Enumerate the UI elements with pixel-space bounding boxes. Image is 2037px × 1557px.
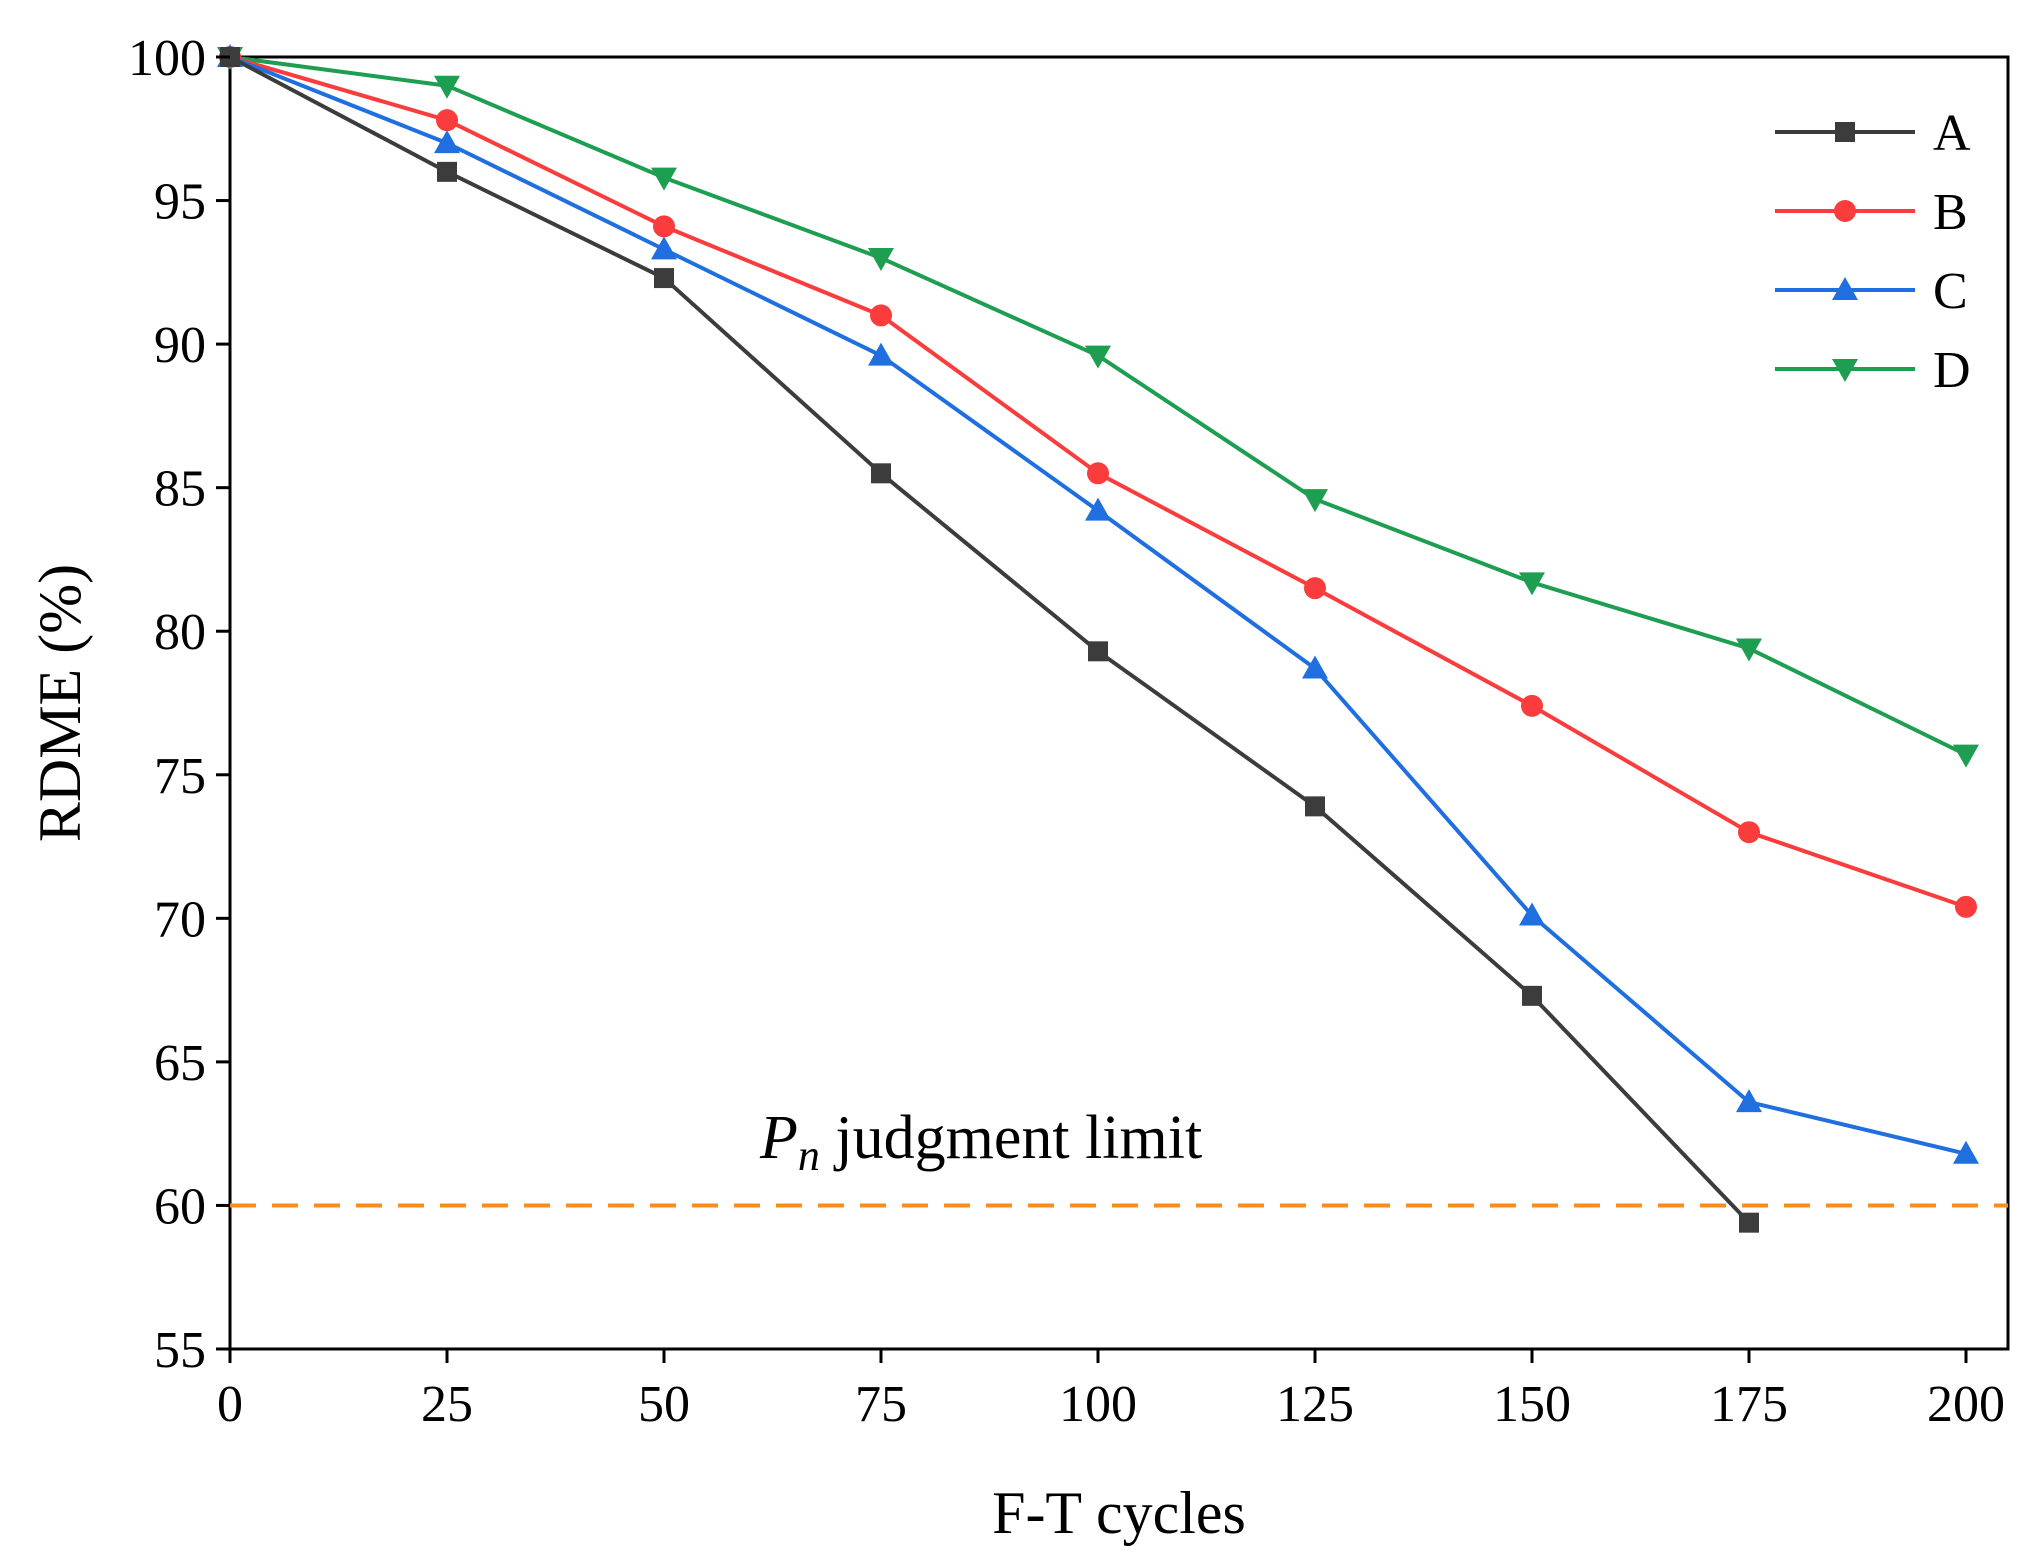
series-d-point	[1302, 489, 1328, 513]
series-d-point	[1953, 744, 1979, 768]
annotation-symbol: P	[759, 1104, 798, 1172]
x-axis-title: F-T cycles	[992, 1480, 1246, 1546]
legend-item-c: C	[1775, 263, 1968, 320]
series-b-point	[1955, 895, 1977, 918]
x-tick-label: 25	[421, 1376, 473, 1433]
series-c-line	[229, 55, 1967, 1156]
series-c-point	[1302, 655, 1328, 679]
series-c-point	[1736, 1089, 1762, 1113]
x-tick-label: 175	[1710, 1376, 1788, 1433]
series-a-point	[871, 463, 891, 484]
series-c-point	[651, 236, 677, 260]
legend-item-a: A	[1775, 105, 1971, 162]
series-b-point	[1087, 462, 1109, 485]
x-tick-label: 0	[217, 1376, 243, 1433]
series-d-point	[1736, 638, 1762, 662]
series-a-line	[229, 55, 1751, 1225]
x-tick-label: 75	[855, 1376, 907, 1433]
series-c	[217, 44, 1979, 1164]
y-tick-label: 60	[154, 1178, 206, 1235]
series-a-point	[1088, 641, 1108, 662]
y-axis-title: RDME (%)	[27, 564, 93, 842]
series-b	[219, 46, 1977, 918]
legend-marker-c	[1832, 277, 1858, 300]
series-b-point	[653, 215, 675, 238]
legend-marker-b	[1834, 200, 1856, 222]
series-d-point	[1085, 345, 1111, 369]
y-tick-label: 55	[154, 1322, 206, 1379]
legend-marker-a	[1835, 122, 1855, 142]
legend-marker-d	[1832, 359, 1858, 382]
series-c-point	[434, 130, 460, 154]
series-d-point	[651, 167, 677, 191]
annotation-text: judgment limit	[820, 1104, 1202, 1172]
annotation-subscript: n	[798, 1131, 820, 1180]
legend-label-d: D	[1933, 342, 1971, 399]
x-tick-label: 125	[1276, 1376, 1354, 1433]
legend-item-d: D	[1775, 342, 1971, 399]
y-tick-label: 80	[154, 604, 206, 661]
series-b-point	[1738, 821, 1760, 844]
x-tick-label: 200	[1927, 1376, 2005, 1433]
series-c-point	[1519, 902, 1545, 926]
series-d-point	[434, 75, 460, 99]
series-a-point	[437, 161, 457, 182]
series-c-point	[1085, 497, 1111, 521]
series-b-point	[1521, 694, 1543, 717]
series-b-point	[1304, 577, 1326, 600]
series-c-point	[1953, 1140, 1979, 1164]
y-tick-label: 95	[154, 174, 206, 231]
legend-label-a: A	[1933, 105, 1971, 162]
series-a	[220, 47, 1759, 1233]
y-tick-label: 90	[154, 317, 206, 374]
y-tick-label: 85	[154, 461, 206, 518]
annotation-label: Pn judgment limit	[759, 1104, 1202, 1180]
series-d-point	[1519, 572, 1545, 596]
series-c-point	[868, 342, 894, 366]
series-b-point	[870, 304, 892, 327]
y-tick-label: 75	[154, 748, 206, 805]
series-d-point	[868, 247, 894, 271]
x-tick-label: 100	[1059, 1376, 1137, 1433]
plot-frame	[228, 55, 2010, 1351]
series-a-point	[1522, 985, 1542, 1006]
y-tick-label: 70	[154, 891, 206, 948]
series-a-point	[1739, 1212, 1759, 1233]
legend-item-b: B	[1775, 184, 1968, 241]
series-d	[217, 47, 1979, 768]
series-a-point	[654, 268, 674, 289]
series-b-point	[436, 109, 458, 132]
legend-label-b: B	[1933, 184, 1968, 241]
x-tick-label: 150	[1493, 1376, 1571, 1433]
legend-label-c: C	[1933, 263, 1968, 320]
x-tick-label: 50	[638, 1376, 690, 1433]
series-a-point	[1305, 796, 1325, 817]
y-tick-label: 65	[154, 1035, 206, 1092]
y-tick-label: 100	[128, 30, 206, 87]
